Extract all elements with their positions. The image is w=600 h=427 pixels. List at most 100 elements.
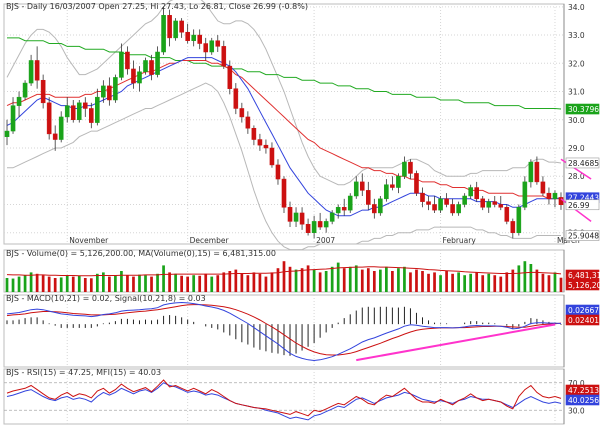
candle-body: [10, 105, 16, 132]
candle-body: [311, 221, 317, 233]
candle-body: [522, 181, 528, 208]
candle-body: [402, 161, 407, 177]
candle-body: [299, 212, 305, 225]
candle-body: [119, 51, 124, 78]
candle-body: [305, 223, 311, 233]
macd-trendline: [356, 323, 556, 362]
candle-body: [366, 190, 371, 205]
signal-tag: 0.024015: [568, 316, 600, 325]
candle-body: [89, 108, 94, 123]
candle-body: [372, 204, 377, 214]
candle-body: [408, 161, 413, 174]
candle-body: [203, 43, 209, 53]
macd-tag: 0.026679: [568, 306, 600, 315]
candle-body: [4, 130, 10, 137]
candle-body: [257, 139, 263, 146]
candle-body: [450, 204, 455, 214]
candle-body: [317, 221, 323, 228]
candle-body: [426, 201, 431, 205]
candle-body: [492, 201, 498, 205]
macd-header: BJS - MACD(10,21) = 0.02, Signal(10,21,8…: [6, 294, 206, 303]
candle-body: [221, 46, 227, 67]
candle-body: [534, 161, 540, 183]
candle-body: [281, 178, 287, 208]
price-y-tick: 28.0: [568, 172, 585, 181]
candle-body: [82, 102, 88, 109]
candle-body: [462, 195, 467, 205]
candle-body: [504, 207, 510, 222]
candle-body: [101, 85, 106, 98]
candle-body: [70, 105, 76, 121]
volume-panel: 6,481,3155,126,200 BJS - Volume(0) = 5,12…: [3, 249, 600, 293]
candle-body: [384, 184, 389, 200]
price-y-tick: 29.0: [568, 144, 585, 153]
candle-body: [275, 164, 281, 180]
candle-body: [474, 187, 479, 200]
candle-body: [420, 192, 425, 202]
price-tag: 25.9048: [568, 232, 599, 241]
macd-line: [6, 301, 562, 362]
candle-body: [269, 147, 275, 166]
mfi-line: [6, 382, 562, 421]
candle-body: [161, 15, 166, 53]
volume-tag-box: [565, 279, 600, 291]
candle-body: [233, 88, 239, 109]
candle-body: [335, 207, 341, 214]
candle-body: [209, 40, 215, 53]
candle-body: [155, 51, 160, 75]
candle-body: [58, 116, 64, 140]
candle-body: [293, 212, 299, 222]
macd-panel: 0.0266790.024015 BJS - MACD(10,21) = 0.02…: [3, 294, 600, 368]
sma-slow-line: [7, 37, 562, 110]
candle-body: [107, 85, 112, 101]
candle-body: [287, 207, 293, 222]
candle-body: [46, 102, 52, 135]
mfi-tag: 40.0256: [568, 396, 599, 405]
candle-body: [546, 192, 552, 200]
candle-body: [329, 212, 335, 222]
candle-body: [125, 51, 130, 70]
price-y-tick: 32.0: [568, 59, 585, 68]
rsi-tag: 47.2513: [568, 386, 599, 395]
candle-body: [179, 20, 184, 33]
candle-body: [95, 96, 100, 123]
candle-body: [28, 60, 34, 84]
price-tag: 30.3796: [568, 105, 599, 114]
candle-body: [197, 34, 202, 44]
candle-body: [552, 192, 558, 200]
price-tag: 27.2443: [568, 194, 599, 203]
bollinger-upper-line: [6, 0, 562, 186]
price-tag-box: [565, 157, 600, 169]
candle-body: [486, 201, 492, 208]
candle-body: [173, 20, 178, 39]
candle-body: [540, 181, 546, 194]
price-tag-box: [565, 230, 600, 241]
macd-signal-line: [6, 304, 562, 356]
candle-body: [353, 181, 359, 197]
candle-body: [149, 60, 154, 75]
candle-body: [167, 15, 172, 39]
candle-body: [245, 116, 251, 129]
volume-tag: 5,126,200: [568, 281, 600, 290]
candle-body: [263, 144, 269, 149]
candle-body: [22, 82, 28, 98]
price-y-tick: 33.0: [568, 31, 585, 40]
volume-ma-line: [6, 266, 562, 277]
price-tag-box: [565, 199, 600, 211]
mfi-tag-box: [565, 394, 600, 406]
rsi-y-tick: 30.0: [568, 406, 585, 415]
candle-body: [396, 175, 401, 188]
candle-body: [323, 221, 329, 228]
candle-body: [468, 187, 473, 197]
candle-body: [432, 204, 437, 211]
candle-body: [456, 204, 461, 214]
volume-ma-tag: 6,481,315: [568, 271, 600, 280]
x-tick-label: 2007: [316, 236, 335, 245]
candle-body: [414, 173, 419, 194]
candle-body: [52, 133, 58, 140]
candle-body: [34, 60, 40, 81]
price-tag: 28.4685: [568, 159, 599, 168]
candle-body: [185, 31, 190, 41]
candle-body: [64, 105, 70, 118]
